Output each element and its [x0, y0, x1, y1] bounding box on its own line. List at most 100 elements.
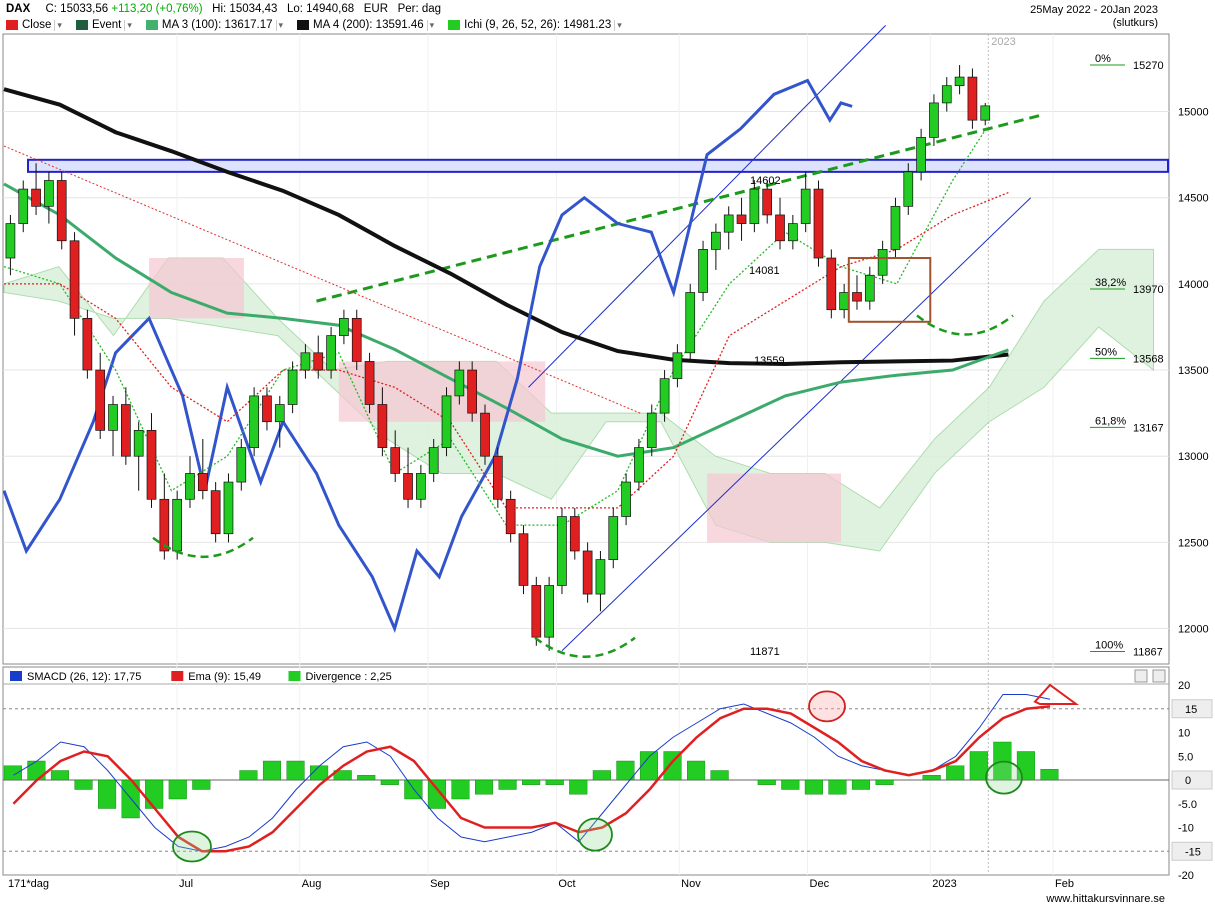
panel-legend-swatch [288, 671, 301, 681]
candle-body [197, 473, 208, 492]
candle-body [18, 188, 29, 224]
x-tick-label: Oct [558, 878, 575, 890]
divergence-bar [922, 775, 941, 781]
currency: EUR [363, 3, 389, 15]
candle-body [544, 585, 554, 638]
divergence-bar [969, 751, 988, 781]
signal-circle [577, 817, 613, 852]
consolidation-box [847, 257, 932, 323]
divergence-bar [498, 779, 517, 790]
candle-body [377, 404, 388, 448]
divergence-bar [451, 779, 470, 800]
candle-body [210, 490, 221, 535]
candle-body [505, 498, 516, 535]
candle-body [390, 447, 401, 474]
support-band [27, 158, 1169, 173]
macd-level-box [1171, 841, 1213, 861]
candle-body [954, 76, 965, 87]
legend-item[interactable]: Close ▾ [6, 19, 62, 31]
candle-body [980, 105, 991, 121]
divergence-bar [687, 760, 706, 781]
legend-label: Close [22, 19, 52, 31]
macd-level-label: 15 [1185, 704, 1197, 716]
change-value: +113,20 (+0,76%) [111, 3, 203, 15]
candle-body [595, 559, 606, 595]
candle-body [403, 473, 413, 500]
trendline [3, 145, 641, 414]
fib-value: 13568 [1133, 353, 1164, 365]
chevron-down-icon[interactable]: ▾ [54, 19, 62, 31]
macd-y-tick-label: 5.0 [1178, 751, 1193, 763]
legend-item[interactable]: MA 3 (100): 13617.17 ▾ [145, 19, 283, 31]
candle-body [698, 249, 708, 293]
candle-body [223, 481, 234, 535]
chevron-down-icon[interactable]: ▾ [426, 19, 434, 31]
divergence-bar [804, 779, 823, 795]
candle-body [339, 317, 349, 336]
y-tick-label: 12000 [1178, 624, 1209, 636]
legend-swatch [75, 20, 88, 30]
high-value: Hi: 15034,43 [212, 3, 278, 15]
macd-level-box [1171, 770, 1213, 790]
smacd-line [13, 694, 1051, 852]
fib-value: 13167 [1133, 422, 1164, 434]
fib-value: 11867 [1133, 646, 1163, 658]
chevron-down-icon[interactable]: ▾ [614, 19, 622, 31]
candle-body [364, 361, 375, 405]
candle-body [518, 533, 529, 586]
candle-body [646, 412, 657, 448]
divergence-bar [427, 779, 446, 809]
candle-body [621, 481, 631, 517]
legend-swatch [6, 20, 18, 30]
divergence-bar [380, 779, 399, 785]
candle-body [890, 205, 901, 250]
candle-body [5, 223, 16, 259]
fib-value: 13970 [1133, 284, 1164, 296]
fib-label: 38,2% [1095, 277, 1126, 289]
legend-item[interactable]: MA 4 (200): 13591.46 ▾ [297, 19, 434, 31]
candle-body [659, 378, 670, 414]
divergence-bar [145, 779, 164, 809]
candle-body [326, 335, 336, 371]
y-tick-label: 14000 [1178, 279, 1209, 291]
candle-body [172, 498, 183, 552]
divergence-bar [639, 751, 658, 781]
cloud-bearish-zone [149, 258, 244, 319]
candle-body [877, 249, 888, 276]
candle-body [313, 352, 324, 371]
fib-value: 15270 [1133, 60, 1164, 72]
candle-body [762, 188, 773, 216]
y-tick-label: 12500 [1178, 537, 1209, 549]
footer-site: www.hittakursvinnare.se [1046, 893, 1165, 905]
candle-body [723, 214, 734, 233]
divergence-bar [781, 779, 800, 790]
macd-y-tick-label: -5.0 [1178, 799, 1197, 811]
divergence-bar [74, 779, 93, 790]
chart-header: DAX C: 15033,56 +113,20 (+0,76%) Hi: 150… [0, 0, 1215, 34]
divergence-bar [946, 765, 965, 781]
candle-body [569, 516, 580, 552]
candle-body [916, 137, 926, 173]
candle-body [775, 214, 785, 242]
divergence-bar [1040, 769, 1059, 781]
ema-line [12, 705, 1051, 853]
candle-body [108, 404, 118, 431]
divergence-bar [545, 779, 564, 785]
candle-body [852, 292, 862, 302]
candle-body [903, 171, 914, 207]
candle-body [788, 223, 798, 242]
legend-item[interactable]: Event ▾ [75, 19, 132, 31]
x-tick-label: Nov [681, 878, 701, 890]
quote-line: DAX C: 15033,56 +113,20 (+0,76%) Hi: 150… [6, 3, 441, 15]
chevron-down-icon[interactable]: ▾ [275, 19, 283, 31]
candle-body [826, 257, 837, 311]
legend-item[interactable]: Ichi (9, 26, 52, 26): 14981.23 ▾ [448, 19, 622, 31]
divergence-bar [50, 770, 69, 781]
y-tick-label: 13000 [1178, 451, 1209, 463]
chevron-down-icon[interactable]: ▾ [124, 19, 132, 31]
macd-frame [2, 666, 1170, 876]
x-tick-label: 2023 [932, 878, 956, 890]
period: Per: dag [397, 3, 442, 15]
candle-body [416, 473, 426, 500]
